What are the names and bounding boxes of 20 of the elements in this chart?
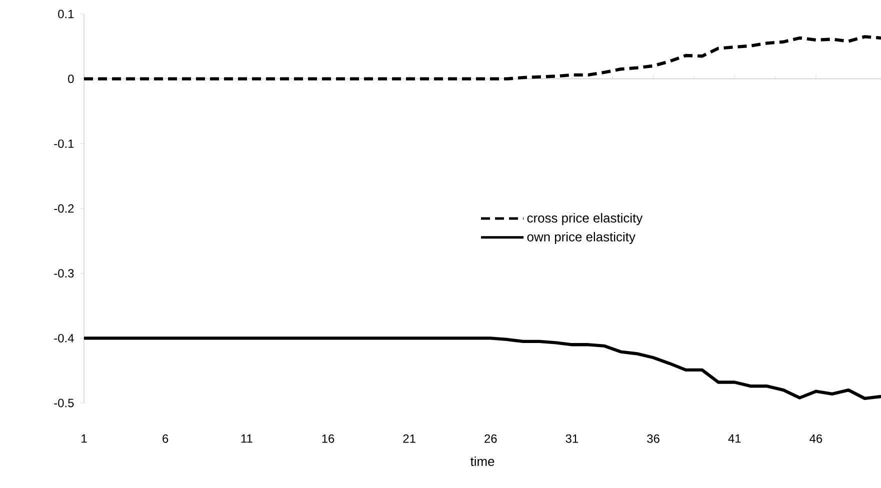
y-tick-label: -0.2 — [54, 204, 74, 213]
x-tick-label: 36 — [647, 434, 660, 443]
y-tick-label: -0.1 — [54, 139, 74, 148]
x-tick-label: 6 — [162, 434, 168, 443]
legend-label: cross price elasticity — [527, 213, 643, 226]
legend-label: own price elasticity — [527, 232, 636, 244]
x-tick-label: 21 — [403, 434, 416, 443]
y-tick-label: -0.4 — [54, 334, 74, 342]
x-tick-label: 41 — [728, 434, 741, 443]
y-tick-label: -0.5 — [54, 398, 74, 408]
x-tick-label: 16 — [322, 434, 334, 443]
x-axis-title: time — [470, 456, 494, 466]
x-tick-label: 1 — [82, 434, 87, 443]
x-tick-label: 11 — [241, 434, 252, 443]
x-tick-label: 31 — [566, 434, 578, 443]
y-tick-label: -0.3 — [54, 269, 74, 278]
y-tick-label: 0 — [68, 74, 74, 84]
x-tick-label: 26 — [484, 434, 497, 443]
x-tick-label: 46 — [810, 434, 822, 443]
y-tick-label: 0.1 — [58, 10, 74, 18]
